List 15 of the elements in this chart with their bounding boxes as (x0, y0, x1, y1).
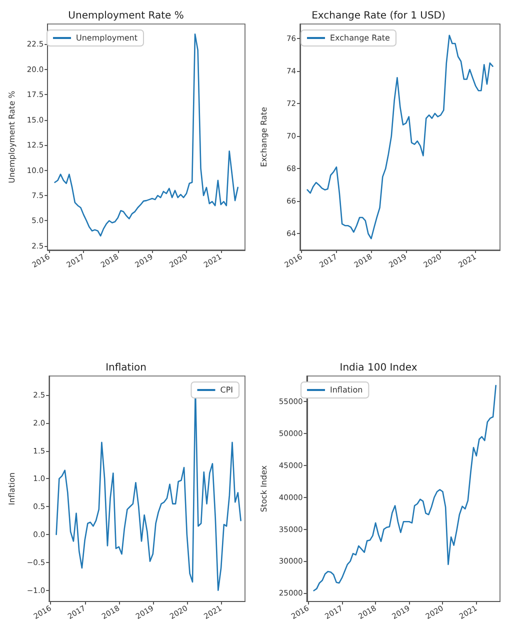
y-axis-title: Unemployment Rate % (8, 90, 16, 184)
legend-label: Unemployment (76, 34, 138, 42)
y-axis-title: Exchange Rate (260, 106, 268, 167)
chart-title: Exchange Rate (for 1 USD) (312, 10, 446, 22)
chart-title: Inflation (106, 362, 146, 374)
legend-label: Inflation (330, 386, 363, 394)
chart-title: India 100 Index (340, 362, 418, 374)
line-series (313, 384, 497, 592)
chart-title: Unemployment Rate % (68, 10, 184, 22)
legend-label: CPI (220, 386, 234, 394)
y-axis-title: Stock Index (260, 465, 268, 512)
line-series (54, 33, 239, 237)
line-series (306, 34, 494, 240)
y-axis-title: Inflation (8, 472, 16, 506)
legend-label: Exchange Rate (330, 34, 390, 42)
